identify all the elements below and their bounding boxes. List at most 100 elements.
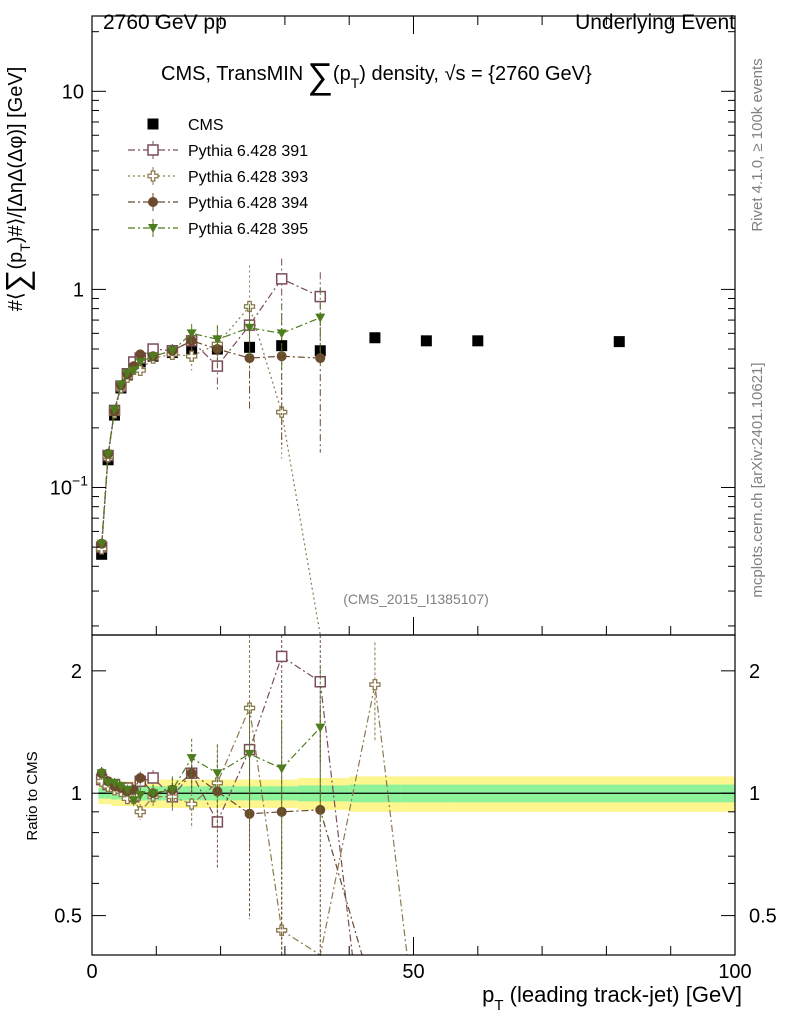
data-point bbox=[276, 329, 287, 339]
ratio-point bbox=[109, 778, 120, 788]
main-ylabel: #⟨∑(pT)#⟩/[ΔηΔ(Δφ)] [GeV] bbox=[0, 67, 35, 312]
ratio-plot-marks bbox=[95, 635, 408, 956]
ratio-line bbox=[101, 684, 408, 956]
series-pythia-6-428-395 bbox=[96, 287, 326, 549]
data-point bbox=[212, 344, 223, 355]
data-point bbox=[103, 450, 114, 460]
series-cms bbox=[96, 332, 625, 560]
ratio-point bbox=[128, 796, 139, 806]
ratio-point bbox=[186, 754, 197, 764]
data-point bbox=[315, 313, 326, 323]
series-pythia-6-428-393 bbox=[95, 265, 321, 636]
legend-marker bbox=[148, 197, 158, 207]
ratio-y-tick-label-right: 2 bbox=[749, 661, 760, 683]
ratio-point bbox=[244, 749, 255, 759]
mcplots-label: mcplots.cern.ch [arXiv:2401.10621] bbox=[749, 362, 766, 597]
ratio-point bbox=[135, 790, 146, 800]
legend-entry: Pythia 6.428 395 bbox=[128, 219, 308, 238]
ratio-point bbox=[134, 806, 146, 818]
ratio-point bbox=[148, 789, 159, 799]
ratio-pythia-6-428-395 bbox=[96, 666, 326, 870]
series-line bbox=[101, 317, 321, 544]
x-tick-label: 50 bbox=[402, 961, 424, 983]
ratio-y-tick-label: 2 bbox=[71, 661, 82, 683]
ratio-point bbox=[315, 804, 326, 815]
y-tick-label: 1 bbox=[73, 279, 84, 301]
legend-label: CMS bbox=[188, 117, 224, 134]
legend-label: Pythia 6.428 391 bbox=[188, 143, 308, 160]
legend-entry: Pythia 6.428 391 bbox=[128, 141, 308, 160]
y-tick-label: 10−1 bbox=[50, 472, 88, 499]
ratio-point bbox=[103, 778, 114, 788]
ratio-point bbox=[135, 773, 146, 784]
data-point bbox=[186, 350, 198, 362]
ratio-point bbox=[186, 798, 198, 810]
ratio-point bbox=[276, 924, 288, 936]
series-pythia-6-428-391 bbox=[95, 258, 327, 553]
data-point bbox=[244, 353, 255, 364]
data-point bbox=[96, 539, 107, 549]
series-line bbox=[101, 278, 321, 548]
legend: CMS Pythia 6.428 391 Pythia 6.428 393 Pythi… bbox=[128, 117, 308, 238]
data-point bbox=[135, 349, 146, 360]
data-point bbox=[135, 358, 146, 368]
data-point bbox=[115, 380, 126, 390]
ratio-point bbox=[167, 785, 178, 795]
data-point bbox=[276, 351, 287, 362]
plot-axes: 10−1 1 10 0.5 0.5 1 1 2 2 0 50 100 bbox=[50, 15, 777, 983]
x-tick-label: 0 bbox=[86, 961, 97, 983]
ratio-point bbox=[315, 723, 326, 733]
legend-label: Pythia 6.428 393 bbox=[188, 169, 308, 186]
legend-marker bbox=[147, 118, 159, 130]
ratio-point bbox=[122, 785, 133, 795]
legend-marker bbox=[147, 144, 159, 156]
data-point bbox=[186, 329, 197, 339]
header-right: Underlying Event bbox=[575, 11, 735, 34]
header-left: 2760 GeV pp bbox=[103, 11, 227, 34]
ratio-point bbox=[115, 782, 126, 792]
data-point bbox=[420, 335, 432, 347]
data-point bbox=[613, 336, 625, 348]
main-title: CMS, TransMIN ∑(pT) density, √s = {2760 G… bbox=[161, 55, 592, 96]
ratio-y-tick-label: 1 bbox=[71, 783, 82, 805]
rivet-label: Rivet 4.1.0, ≥ 100k events bbox=[749, 58, 766, 231]
series-pythia-6-428-394 bbox=[96, 313, 326, 549]
data-point bbox=[148, 352, 159, 362]
data-point bbox=[472, 335, 484, 347]
data-point bbox=[369, 332, 381, 344]
data-point bbox=[109, 405, 120, 415]
legend-entry: Pythia 6.428 394 bbox=[128, 193, 308, 212]
legend-marker bbox=[148, 224, 158, 233]
ratio-point bbox=[147, 772, 159, 784]
data-point bbox=[276, 406, 288, 418]
ratio-point bbox=[212, 769, 223, 779]
ratio-ylabel: Ratio to CMS bbox=[24, 751, 41, 840]
ratio-y-tick-label-right: 1 bbox=[749, 783, 760, 805]
legend-label: Pythia 6.428 394 bbox=[188, 195, 308, 212]
y-tick-label: 10 bbox=[62, 81, 84, 103]
data-point bbox=[167, 346, 178, 356]
legend-label: Pythia 6.428 395 bbox=[188, 221, 308, 238]
ratio-point bbox=[243, 702, 256, 714]
data-point bbox=[244, 323, 255, 333]
legend-marker bbox=[147, 170, 159, 182]
data-point bbox=[128, 366, 139, 376]
legend-entry: Pythia 6.428 393 bbox=[128, 167, 308, 186]
ratio-pythia-6-428-394 bbox=[96, 709, 363, 956]
data-point bbox=[212, 335, 223, 345]
series-line bbox=[101, 305, 321, 636]
x-tick-label: 100 bbox=[718, 961, 751, 983]
ratio-point bbox=[369, 678, 381, 691]
data-point bbox=[275, 273, 288, 285]
ratio-point bbox=[275, 650, 288, 663]
legend-entry: CMS bbox=[147, 117, 224, 134]
ratio-y-tick-label-right: 0.5 bbox=[749, 906, 777, 928]
data-point bbox=[122, 369, 133, 379]
main-frame bbox=[91, 15, 736, 636]
main-plot-marks bbox=[95, 258, 625, 636]
x-axis-label: pT (leading track-jet) [GeV] bbox=[482, 982, 742, 1014]
ratio-point bbox=[186, 768, 197, 779]
ratio-point bbox=[244, 808, 255, 819]
ratio-point bbox=[276, 764, 287, 774]
